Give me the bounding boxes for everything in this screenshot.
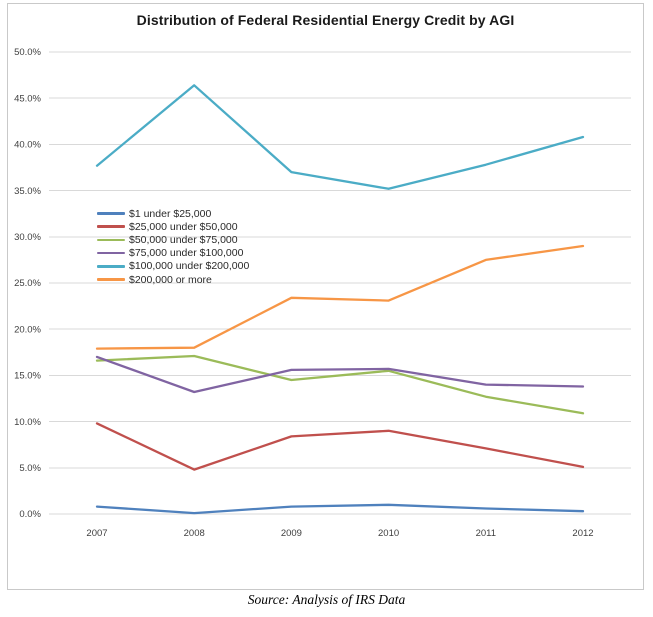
- source-caption: Source: Analysis of IRS Data: [247, 592, 406, 607]
- legend-label: $25,000 under $50,000: [129, 220, 238, 233]
- y-axis-tick-label: 5.0%: [19, 463, 41, 474]
- legend-label: $50,000 under $75,000: [129, 233, 238, 246]
- legend-item: $100,000 under $200,000: [97, 260, 249, 273]
- series-line: [95, 354, 585, 415]
- legend-item: $50,000 under $75,000: [97, 233, 249, 246]
- legend-label: $75,000 under $100,000: [129, 247, 244, 260]
- y-axis-tick-label: 30.0%: [14, 232, 41, 243]
- x-axis-tick-label: 2008: [184, 528, 205, 539]
- chart-frame: 50.0% 45.0% 40.0% 35.0% 30.0% 25.0% 20.0% 15.0%…: [7, 3, 644, 590]
- x-axis-tick-label: 2009: [281, 528, 302, 539]
- series-line: [95, 503, 585, 515]
- y-axis-tick-label: 20.0%: [14, 324, 41, 335]
- y-axis-tick-label: 40.0%: [14, 140, 41, 151]
- legend-item: $25,000 under $50,000: [97, 220, 249, 233]
- legend-item: $1 under $25,000: [97, 207, 249, 220]
- legend-line-swatch: [97, 225, 125, 229]
- y-axis-tick-label: 45.0%: [14, 93, 41, 104]
- x-axis-tick-label: 2010: [378, 528, 399, 539]
- legend-line-swatch: [97, 278, 125, 281]
- legend-label: $100,000 under $200,000: [129, 260, 250, 273]
- y-axis-tick-label: 15.0%: [14, 371, 41, 382]
- series-line: [95, 422, 585, 471]
- legend-line-swatch: [97, 265, 125, 268]
- legend-line-swatch: [97, 238, 125, 242]
- legend-label: $200,000 or more: [129, 273, 212, 286]
- y-axis-tick-label: 50.0%: [14, 47, 41, 58]
- series-line: [95, 355, 585, 394]
- legend-item: $200,000 or more: [97, 273, 249, 286]
- legend-line-swatch: [97, 251, 125, 255]
- y-axis-tick-label: 10.0%: [14, 417, 41, 428]
- y-axis-tick-label: 35.0%: [14, 186, 41, 197]
- chart-legend: $1 under $25,000 $25,000 under $50,000 $50…: [97, 207, 249, 286]
- series-line: [95, 244, 585, 350]
- y-axis-tick-label: 0.0%: [19, 509, 41, 520]
- chart-plot-area: 50.0% 45.0% 40.0% 35.0% 30.0% 25.0% 20.0% 15.0%…: [14, 47, 631, 539]
- x-axis-tick-label: 2007: [86, 528, 107, 539]
- series-line: [95, 84, 585, 190]
- y-axis-tick-label: 25.0%: [14, 278, 41, 289]
- x-axis-tick-label: 2012: [572, 528, 593, 539]
- legend-line-swatch: [97, 212, 125, 215]
- legend-item: $75,000 under $100,000: [97, 247, 249, 260]
- chart-title: Distribution of Federal Residential Ener…: [136, 12, 515, 28]
- x-axis-tick-label: 2011: [476, 528, 496, 539]
- legend-label: $1 under $25,000: [129, 207, 212, 220]
